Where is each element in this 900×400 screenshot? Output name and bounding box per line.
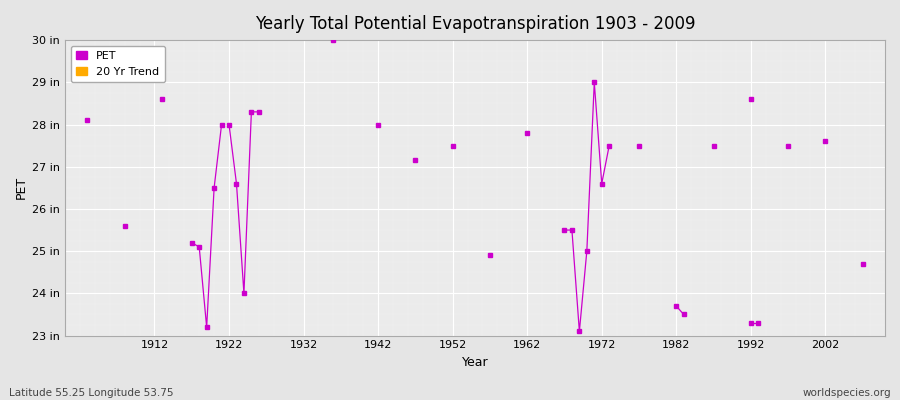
Text: Latitude 55.25 Longitude 53.75: Latitude 55.25 Longitude 53.75 [9, 388, 174, 398]
Y-axis label: PET: PET [15, 176, 28, 200]
X-axis label: Year: Year [462, 356, 489, 369]
Legend: PET, 20 Yr Trend: PET, 20 Yr Trend [70, 46, 165, 82]
Text: worldspecies.org: worldspecies.org [803, 388, 891, 398]
Title: Yearly Total Potential Evapotranspiration 1903 - 2009: Yearly Total Potential Evapotranspiratio… [255, 15, 696, 33]
